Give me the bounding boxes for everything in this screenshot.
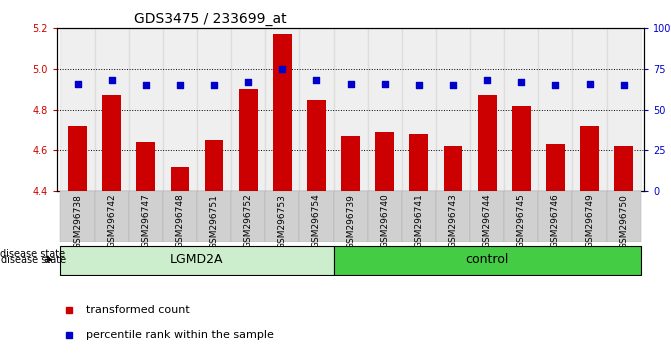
Text: GSM296738: GSM296738 xyxy=(73,194,82,249)
Bar xyxy=(299,28,333,191)
Text: GSM296746: GSM296746 xyxy=(551,194,560,249)
Bar xyxy=(95,28,129,191)
Text: GSM296739: GSM296739 xyxy=(346,194,355,249)
Bar xyxy=(197,191,231,242)
Bar xyxy=(572,191,607,242)
Bar xyxy=(512,106,531,191)
Text: GSM296740: GSM296740 xyxy=(380,194,389,249)
Text: GSM296745: GSM296745 xyxy=(517,194,526,249)
Point xyxy=(379,81,390,86)
Bar xyxy=(163,191,197,242)
Bar xyxy=(60,28,95,191)
Bar xyxy=(436,28,470,191)
Text: GSM296744: GSM296744 xyxy=(482,194,492,249)
Text: GSM296742: GSM296742 xyxy=(107,194,116,249)
Bar xyxy=(409,134,428,191)
Bar xyxy=(614,147,633,191)
Point xyxy=(345,81,356,86)
Bar xyxy=(607,28,641,191)
Bar xyxy=(436,191,470,242)
Bar xyxy=(136,142,155,191)
Bar xyxy=(368,191,402,242)
Bar xyxy=(129,28,163,191)
Point xyxy=(106,78,117,83)
Bar xyxy=(607,191,641,242)
Bar xyxy=(470,28,504,191)
Bar xyxy=(197,28,231,191)
Bar xyxy=(307,99,326,191)
Point xyxy=(140,82,151,88)
Text: GSM296743: GSM296743 xyxy=(448,194,458,249)
Bar xyxy=(572,28,607,191)
Point xyxy=(209,82,219,88)
Bar xyxy=(368,28,402,191)
Bar xyxy=(504,191,538,242)
Point xyxy=(618,82,629,88)
Point xyxy=(243,79,254,85)
Bar xyxy=(205,140,223,191)
Bar xyxy=(170,167,189,191)
Text: disease state: disease state xyxy=(1,255,66,265)
Bar xyxy=(342,136,360,191)
Bar xyxy=(60,246,333,275)
Bar xyxy=(299,191,333,242)
Bar xyxy=(231,28,265,191)
Bar xyxy=(470,191,504,242)
Bar xyxy=(478,96,497,191)
Text: GDS3475 / 233699_at: GDS3475 / 233699_at xyxy=(134,12,287,27)
Point xyxy=(516,79,527,85)
Bar xyxy=(375,132,394,191)
Bar xyxy=(265,191,299,242)
Bar xyxy=(504,28,538,191)
Text: GSM296747: GSM296747 xyxy=(142,194,150,249)
Text: GSM296751: GSM296751 xyxy=(209,194,219,249)
Text: disease state: disease state xyxy=(0,249,65,259)
Bar xyxy=(580,126,599,191)
Bar xyxy=(102,96,121,191)
Text: transformed count: transformed count xyxy=(87,305,190,315)
Point xyxy=(448,82,458,88)
Text: percentile rank within the sample: percentile rank within the sample xyxy=(87,330,274,339)
Bar xyxy=(402,191,436,242)
Bar xyxy=(60,191,95,242)
Text: GSM296748: GSM296748 xyxy=(175,194,185,249)
Point xyxy=(174,82,185,88)
Bar xyxy=(444,147,462,191)
Bar xyxy=(402,28,436,191)
Text: GSM296750: GSM296750 xyxy=(619,194,628,249)
Bar xyxy=(333,191,368,242)
Bar xyxy=(538,191,572,242)
Bar xyxy=(68,126,87,191)
Bar xyxy=(239,90,258,191)
Text: GSM296753: GSM296753 xyxy=(278,194,287,249)
Point xyxy=(72,81,83,86)
Bar xyxy=(333,246,641,275)
Text: GSM296749: GSM296749 xyxy=(585,194,594,249)
Text: GSM296754: GSM296754 xyxy=(312,194,321,249)
Point xyxy=(550,82,561,88)
Bar xyxy=(333,28,368,191)
Point xyxy=(413,82,424,88)
Bar xyxy=(546,144,565,191)
Text: GSM296752: GSM296752 xyxy=(244,194,253,249)
Bar xyxy=(231,191,265,242)
Point xyxy=(311,78,322,83)
Text: LGMD2A: LGMD2A xyxy=(170,253,223,266)
Bar xyxy=(273,34,292,191)
Text: GSM296741: GSM296741 xyxy=(415,194,423,249)
Point xyxy=(584,81,595,86)
Bar xyxy=(265,28,299,191)
Text: control: control xyxy=(466,253,509,266)
Bar xyxy=(538,28,572,191)
Point xyxy=(277,66,288,72)
Bar xyxy=(95,191,129,242)
Point xyxy=(482,78,493,83)
Bar xyxy=(163,28,197,191)
Bar xyxy=(129,191,163,242)
